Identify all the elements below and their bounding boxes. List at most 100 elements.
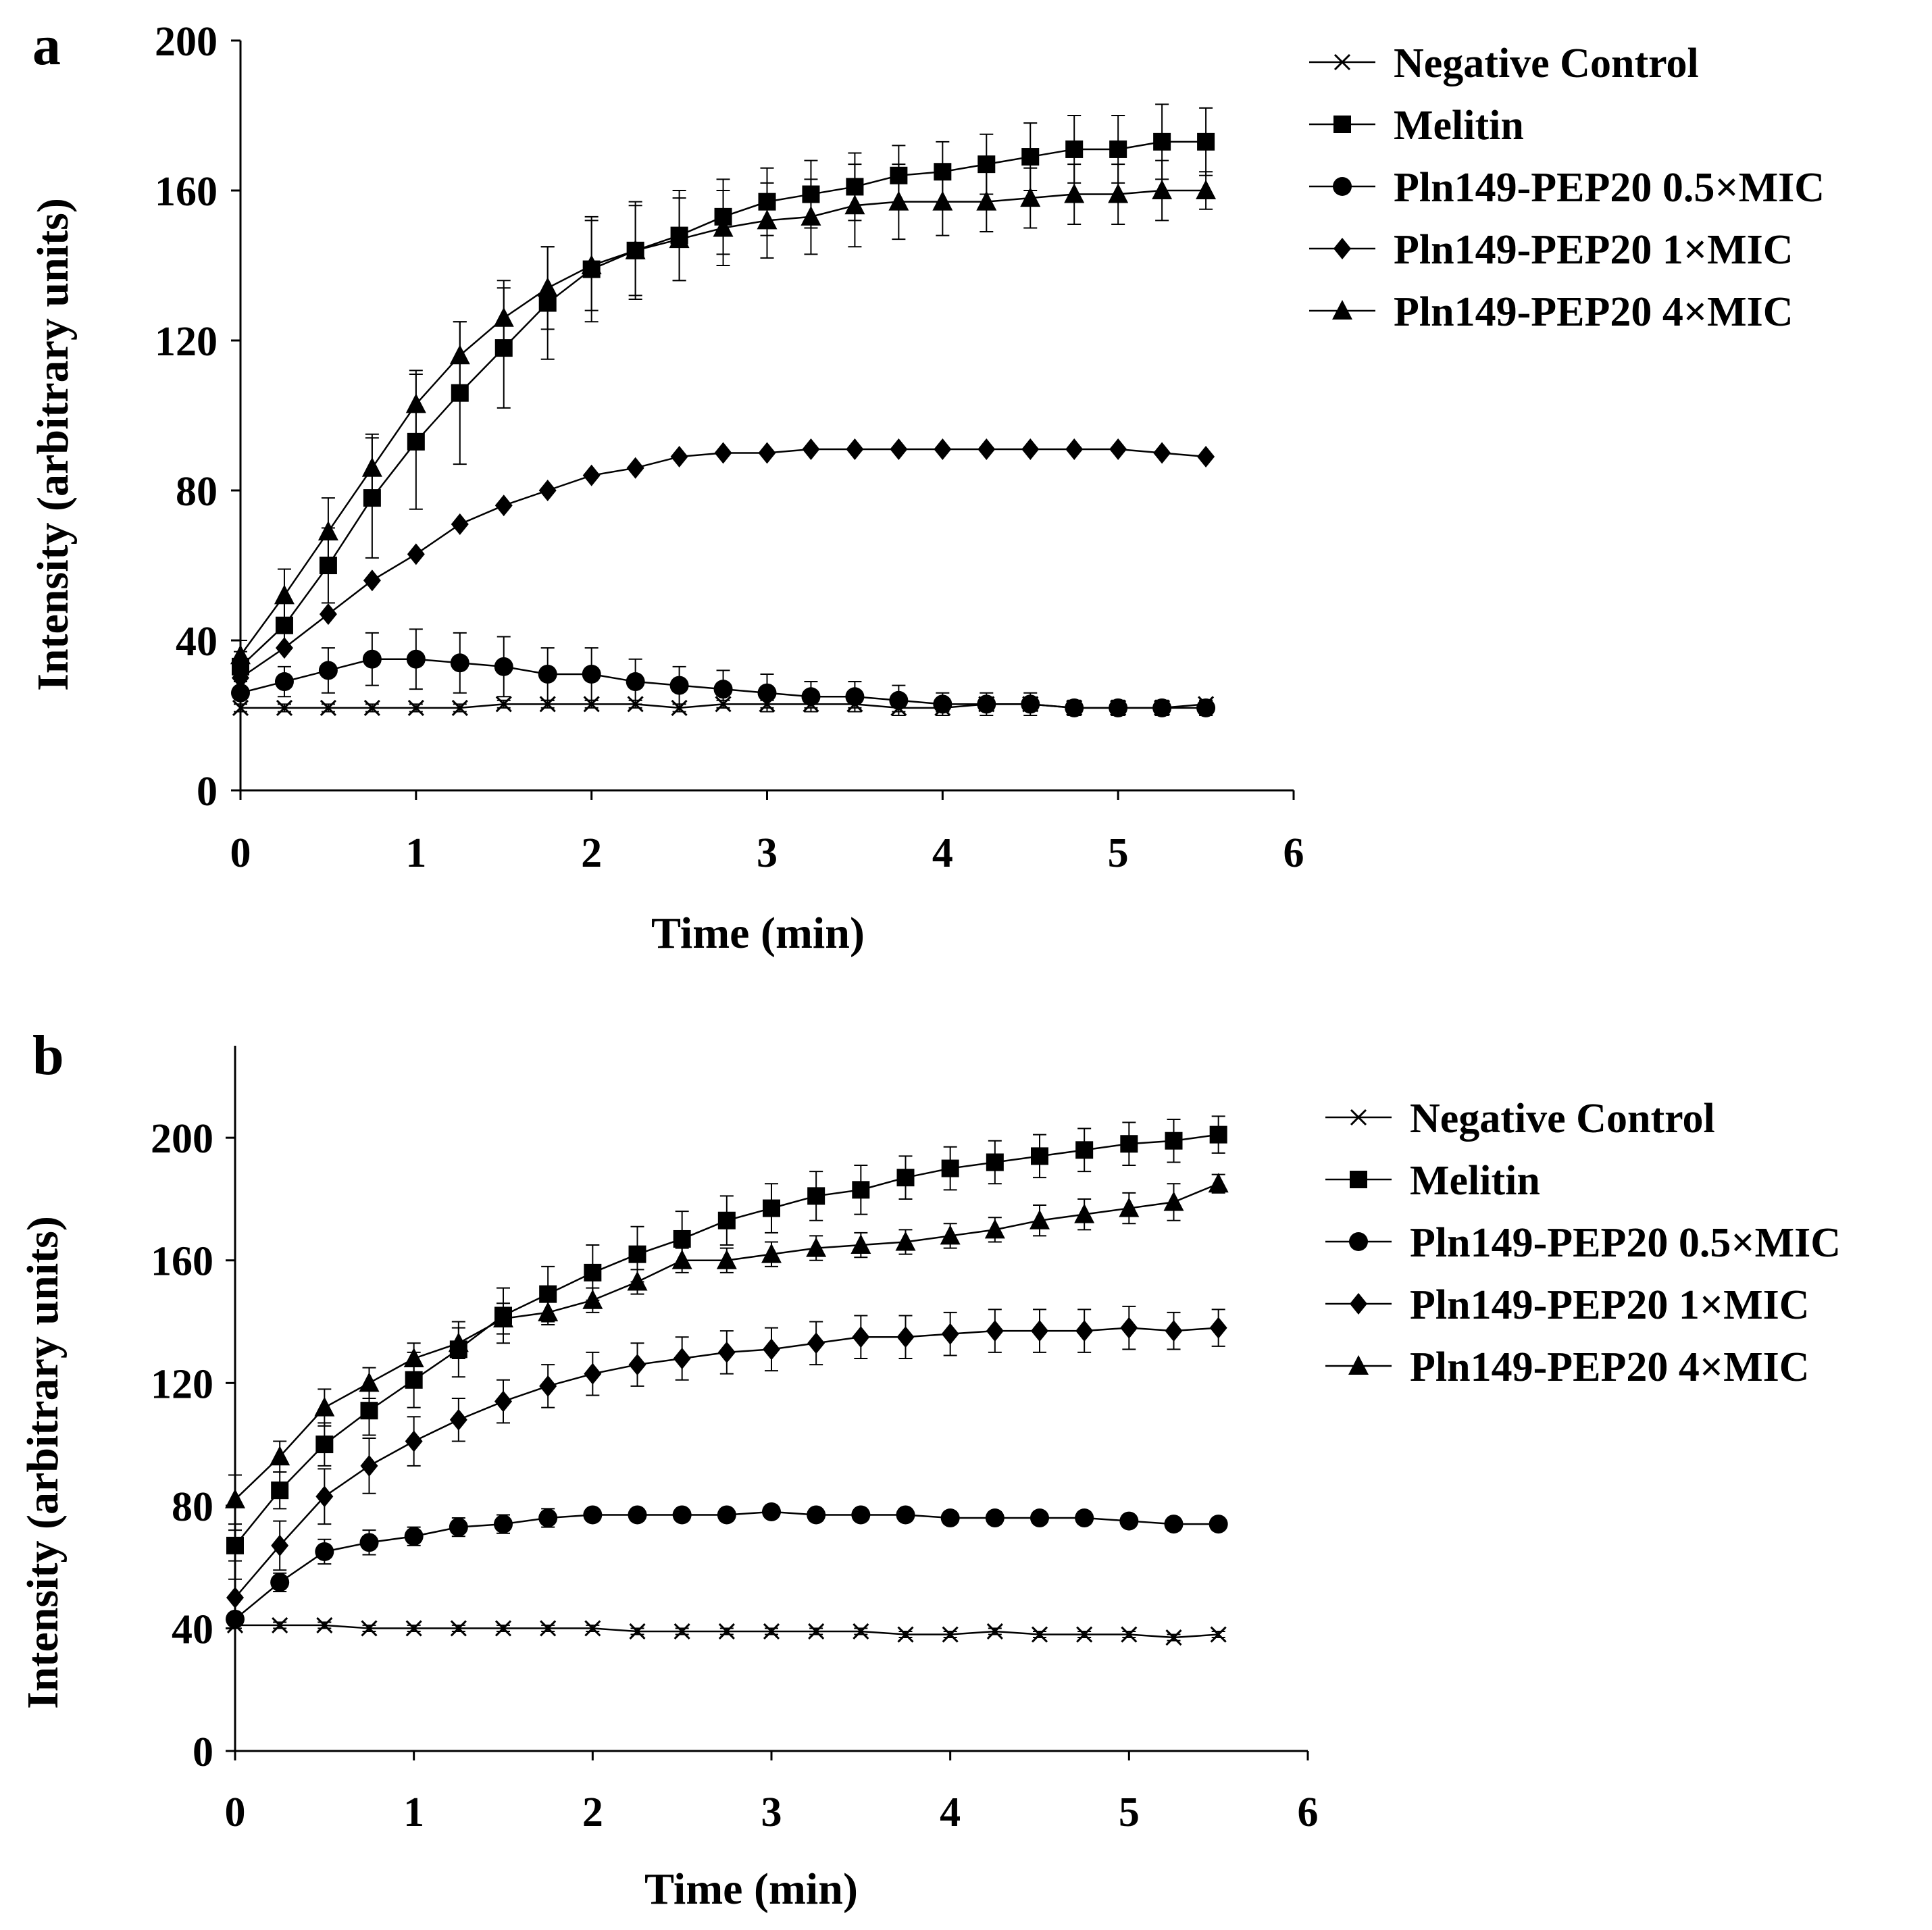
data-point — [670, 446, 688, 468]
legend-label: Negative Control — [1410, 1096, 1715, 1142]
data-point — [977, 438, 996, 460]
data-point — [362, 649, 382, 669]
data-point — [801, 687, 821, 707]
series-pln149-pep20-0-5xmic — [231, 628, 1216, 717]
data-point — [762, 1502, 781, 1521]
data-point — [582, 1289, 603, 1309]
panel-a-y-axis-label: Intensity (arbitrary units) — [28, 198, 78, 691]
legend-item-pln149-pep20-1xmic: Pln149-PEP20 1×MIC — [1309, 227, 1794, 273]
legend-label: Melitin — [1410, 1158, 1540, 1204]
data-point — [276, 699, 293, 716]
data-point — [714, 442, 732, 464]
data-point — [626, 672, 645, 692]
legend-label: Negative Control — [1394, 41, 1699, 86]
data-point — [933, 694, 952, 714]
x-tick-label: 0 — [225, 1789, 246, 1835]
data-point — [807, 1187, 825, 1205]
data-point — [316, 1617, 333, 1633]
panel-b-plot-area — [225, 1115, 1229, 1646]
data-point — [363, 699, 380, 716]
data-point — [1196, 180, 1217, 199]
data-point — [404, 1527, 424, 1546]
data-point — [1165, 1320, 1183, 1342]
data-point — [628, 1505, 647, 1525]
data-point — [450, 653, 469, 673]
data-point — [361, 1620, 378, 1637]
legend-marker — [1333, 116, 1351, 133]
data-point — [985, 1508, 1005, 1528]
data-point — [226, 1536, 244, 1554]
data-point — [1075, 1508, 1094, 1528]
data-point — [713, 217, 734, 237]
y-tick-label: 120 — [155, 319, 218, 365]
data-point — [360, 1402, 378, 1420]
data-point — [716, 1249, 737, 1269]
legend-marker — [1350, 1109, 1367, 1126]
y-tick-label: 40 — [176, 619, 218, 665]
data-point — [808, 1623, 825, 1640]
data-point — [582, 664, 601, 684]
data-point — [450, 1620, 467, 1637]
data-point — [538, 1508, 558, 1528]
data-point — [540, 1620, 557, 1637]
data-point — [583, 696, 600, 713]
data-point — [584, 1263, 602, 1281]
data-point — [940, 1508, 960, 1528]
data-point — [761, 1243, 782, 1263]
series-negative-control — [226, 1617, 1227, 1646]
data-point — [1197, 446, 1215, 468]
legend-label: Pln149-PEP20 0.5×MIC — [1410, 1220, 1841, 1266]
x-tick-label: 2 — [582, 1789, 603, 1835]
data-point — [763, 1338, 780, 1361]
data-point — [673, 1347, 691, 1369]
data-point — [1065, 698, 1084, 717]
legend-item-pln149-pep20-4xmic: Pln149-PEP20 4×MIC — [1325, 1344, 1810, 1390]
data-point — [449, 345, 470, 365]
data-point — [628, 1245, 646, 1263]
y-tick-label: 80 — [172, 1484, 213, 1530]
x-tick-label: 6 — [1283, 830, 1304, 876]
x-tick-label: 5 — [1108, 830, 1129, 876]
data-point — [669, 676, 689, 695]
legend-marker — [1333, 238, 1351, 259]
data-point — [274, 584, 295, 605]
legend-label: Melitin — [1394, 103, 1524, 149]
data-point — [359, 1533, 379, 1552]
data-point — [494, 657, 513, 676]
data-point — [448, 1332, 469, 1352]
data-point — [1163, 1191, 1184, 1211]
data-point — [845, 687, 865, 707]
data-point — [673, 1229, 691, 1248]
data-point — [800, 205, 821, 226]
data-point — [318, 661, 338, 680]
series-pln149-pep20-4xmic — [230, 159, 1217, 671]
legend-item-negative-control: Negative Control — [1309, 41, 1699, 86]
data-point — [986, 1320, 1004, 1342]
data-point — [1074, 1203, 1095, 1223]
data-point — [232, 699, 249, 716]
data-point — [493, 307, 514, 327]
data-point — [629, 1623, 646, 1640]
y-tick-label: 160 — [155, 169, 218, 215]
legend-label: Pln149-PEP20 4×MIC — [1410, 1344, 1810, 1390]
data-point — [628, 1354, 646, 1376]
data-point — [1030, 1508, 1049, 1528]
legend-marker — [1348, 1355, 1369, 1375]
data-point — [846, 438, 864, 460]
x-tick-label: 4 — [940, 1789, 961, 1835]
x-tick-label: 3 — [761, 1789, 782, 1835]
y-tick-label: 160 — [151, 1239, 213, 1285]
data-point — [1153, 442, 1171, 464]
data-point — [1064, 183, 1085, 203]
data-point — [581, 255, 602, 274]
legend-item-negative-control: Negative Control — [1325, 1096, 1715, 1142]
data-point — [226, 1587, 244, 1609]
data-point — [538, 664, 557, 684]
data-point — [315, 1542, 334, 1561]
data-point — [407, 699, 424, 716]
x-tick-label: 4 — [932, 830, 953, 876]
data-point — [890, 438, 908, 460]
data-point — [977, 155, 996, 174]
data-point — [1119, 1197, 1140, 1217]
